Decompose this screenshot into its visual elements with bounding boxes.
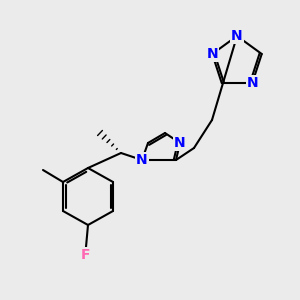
Text: N: N — [174, 136, 186, 150]
Text: F: F — [81, 248, 91, 262]
Text: N: N — [136, 153, 148, 167]
Text: N: N — [206, 47, 218, 61]
Text: N: N — [247, 76, 258, 90]
Text: N: N — [231, 29, 243, 43]
